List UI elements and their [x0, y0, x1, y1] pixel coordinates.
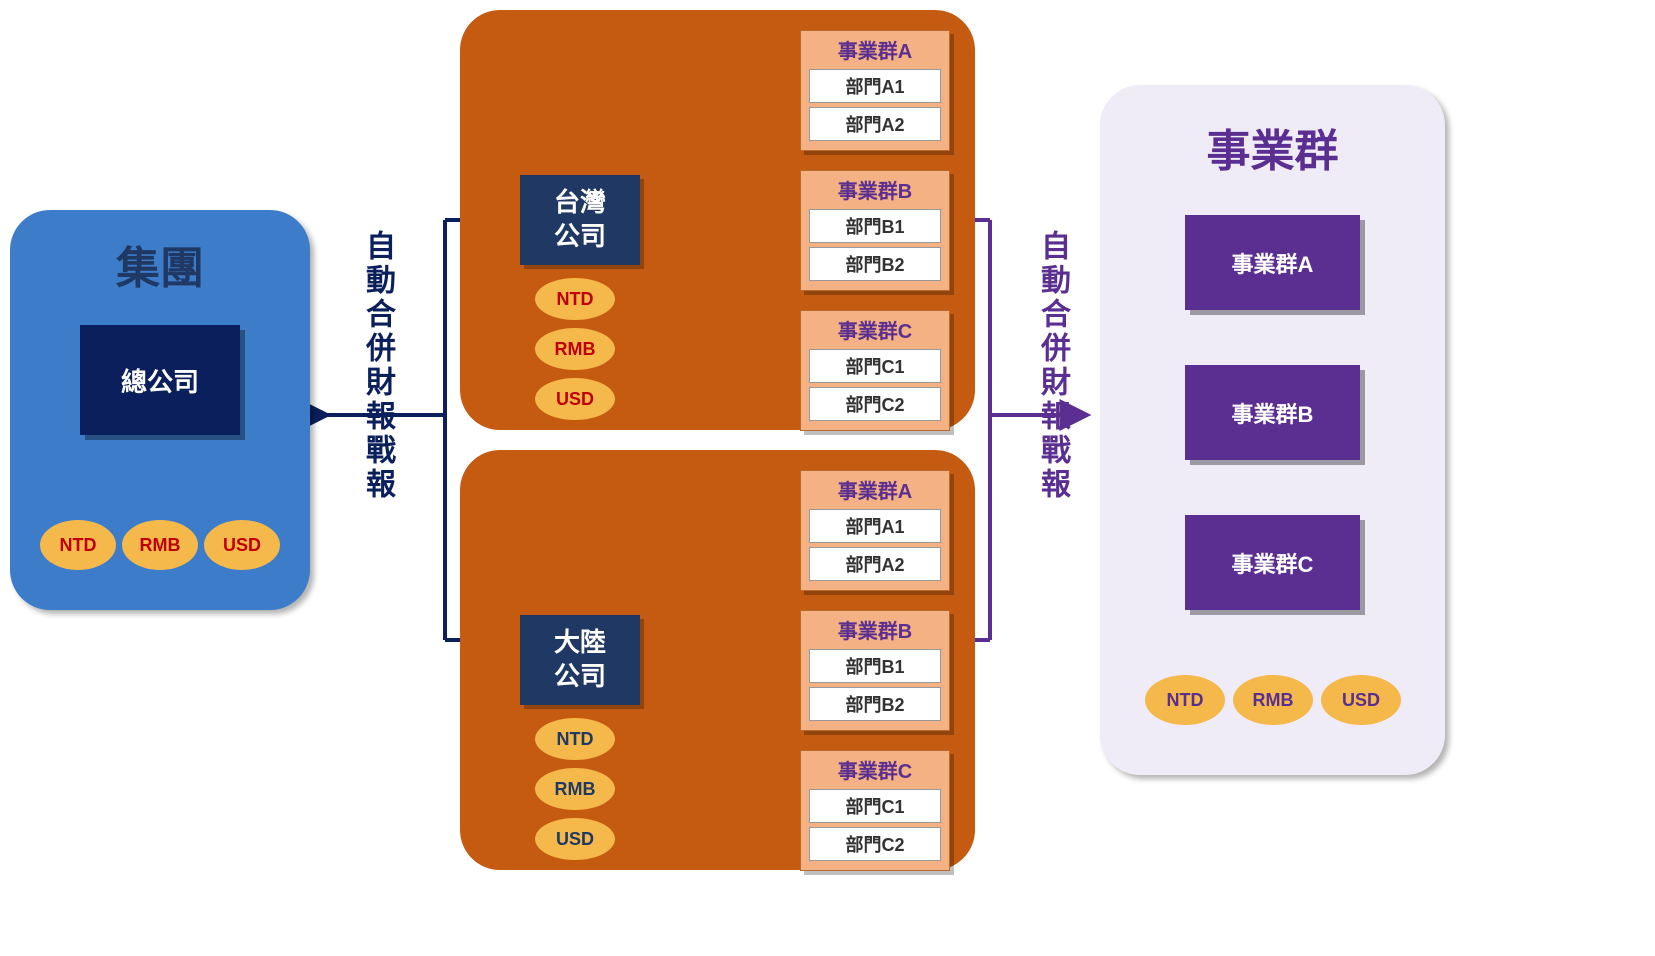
unit-title: 事業群A	[801, 471, 949, 506]
dept: 部門A1	[809, 69, 941, 103]
dept: 部門C1	[809, 349, 941, 383]
hq-label: 總公司	[121, 362, 199, 399]
unit-tw-c: 事業群C 部門C1 部門C2	[800, 310, 950, 431]
dept: 部門C2	[809, 827, 941, 861]
ccy-ntd: NTD	[40, 520, 116, 570]
unit-title: 事業群B	[801, 171, 949, 206]
ccy-tw-2: USD	[535, 378, 615, 420]
dept: 部門A1	[809, 509, 941, 543]
unit-title: 事業群A	[801, 31, 949, 66]
unit-tw-a: 事業群A 部門A1 部門A2	[800, 30, 950, 151]
group-title: 集團	[116, 232, 204, 296]
dept: 部門C2	[809, 387, 941, 421]
sub-box-cn: 大陸 公司	[520, 615, 640, 705]
ccy-cn-0: NTD	[535, 718, 615, 760]
dept: 部門B2	[809, 687, 941, 721]
ccy-cn-2: USD	[535, 818, 615, 860]
business-group-panel: 事業群 事業群A 事業群B 事業群C NTD RMB USD	[1100, 85, 1445, 775]
ccy-bg-1: RMB	[1233, 675, 1313, 725]
dept: 部門B1	[809, 649, 941, 683]
sub-box-tw: 台灣 公司	[520, 175, 640, 265]
unit-title: 事業群C	[801, 311, 949, 346]
unit-cn-a: 事業群A 部門A1 部門A2	[800, 470, 950, 591]
dept: 部門A2	[809, 107, 941, 141]
unit-cn-c: 事業群C 部門C1 部門C2	[800, 750, 950, 871]
dept: 部門A2	[809, 547, 941, 581]
vlabel-left: 自動合併財報戰報	[355, 230, 399, 502]
ccy-cn-1: RMB	[535, 768, 615, 810]
center-panel-cn: 大陸 公司 NTD RMB USD 事業群A 部門A1 部門A2 事業群B 部門…	[460, 450, 975, 870]
vlabel-right: 自動合併財報戰報	[1030, 230, 1074, 502]
ccy-tw-1: RMB	[535, 328, 615, 370]
ccy-usd: USD	[204, 520, 280, 570]
bg-box-a: 事業群A	[1185, 215, 1360, 310]
unit-cn-b: 事業群B 部門B1 部門B2	[800, 610, 950, 731]
bg-box-c: 事業群C	[1185, 515, 1360, 610]
center-panel-tw: 台灣 公司 NTD RMB USD 事業群A 部門A1 部門A2 事業群B 部門…	[460, 10, 975, 430]
bg-box-b: 事業群B	[1185, 365, 1360, 460]
unit-tw-b: 事業群B 部門B1 部門B2	[800, 170, 950, 291]
hq-box: 總公司	[80, 325, 240, 435]
ccy-bg-2: USD	[1321, 675, 1401, 725]
ccy-rmb: RMB	[122, 520, 198, 570]
unit-title: 事業群B	[801, 611, 949, 646]
ccy-tw-0: NTD	[535, 278, 615, 320]
bg-title: 事業群	[1207, 115, 1339, 179]
ccy-bg-0: NTD	[1145, 675, 1225, 725]
unit-title: 事業群C	[801, 751, 949, 786]
group-panel: 集團 總公司 NTD RMB USD	[10, 210, 310, 610]
dept: 部門B1	[809, 209, 941, 243]
dept: 部門B2	[809, 247, 941, 281]
dept: 部門C1	[809, 789, 941, 823]
